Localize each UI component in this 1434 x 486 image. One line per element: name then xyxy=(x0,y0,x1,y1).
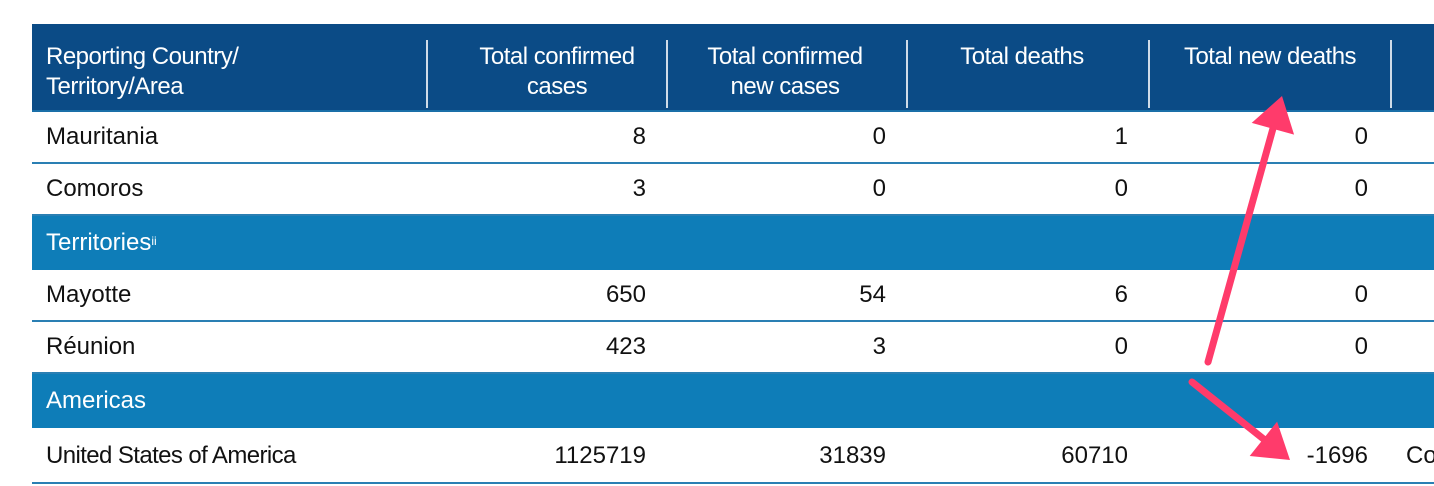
total-deaths: 0 xyxy=(1114,333,1128,360)
new-cases: 0 xyxy=(872,175,886,202)
new-cases: 0 xyxy=(872,123,886,150)
table-row: Réunion 423 3 0 0 xyxy=(32,322,1434,374)
section-label: Americas xyxy=(46,387,147,414)
section-row-territories: Territoriesii xyxy=(32,216,1434,270)
new-deaths: 0 xyxy=(1354,123,1368,150)
header-divider xyxy=(426,40,428,108)
header-divider xyxy=(666,40,668,108)
new-cases: 54 xyxy=(859,281,886,308)
total-cases: 3 xyxy=(632,175,646,202)
total-cases: 650 xyxy=(605,281,646,308)
header-country: Reporting Country/ Territory/Area xyxy=(46,43,239,100)
table-row: Mauritania 8 0 1 0 xyxy=(32,112,1434,164)
cut-off-cell: Co xyxy=(1406,442,1434,469)
new-cases: 31839 xyxy=(819,442,886,469)
new-deaths: 0 xyxy=(1354,333,1368,360)
table-row: Mayotte 650 54 6 0 xyxy=(32,270,1434,322)
header-new-cases: Total confirmed new cases xyxy=(707,43,863,100)
header-total-deaths: Total deaths xyxy=(960,43,1084,70)
new-deaths: -1696 xyxy=(1306,442,1368,469)
total-cases: 1125719 xyxy=(554,442,646,469)
country-name: Réunion xyxy=(46,333,136,360)
total-deaths: 1 xyxy=(1114,123,1128,150)
table-row: Comoros 3 0 0 0 xyxy=(32,164,1434,216)
total-deaths: 60710 xyxy=(1061,442,1128,469)
total-cases: 423 xyxy=(605,333,646,360)
total-cases: 8 xyxy=(632,123,646,150)
header-new-deaths: Total new deaths xyxy=(1183,43,1357,70)
new-deaths: 0 xyxy=(1354,175,1368,202)
country-name: Comoros xyxy=(46,175,144,202)
new-cases: 3 xyxy=(872,333,886,360)
section-row-americas: Americas xyxy=(32,374,1434,428)
total-deaths: 6 xyxy=(1114,281,1128,308)
section-label: Territoriesii xyxy=(46,229,157,256)
header-divider xyxy=(1148,40,1150,108)
header-divider xyxy=(906,40,908,108)
header-total-cases: Total confirmed cases xyxy=(479,43,635,100)
country-name: Mayotte xyxy=(46,281,132,308)
country-name: United States of America xyxy=(46,442,296,469)
header-divider xyxy=(1390,40,1392,108)
table-row: United States of America 1125719 31839 6… xyxy=(32,430,1434,484)
new-deaths: 0 xyxy=(1354,281,1368,308)
total-deaths: 0 xyxy=(1114,175,1128,202)
footnote-marker: ii xyxy=(151,234,157,248)
table-header: Reporting Country/ Territory/Area Total … xyxy=(32,24,1434,112)
country-name: Mauritania xyxy=(46,123,159,150)
